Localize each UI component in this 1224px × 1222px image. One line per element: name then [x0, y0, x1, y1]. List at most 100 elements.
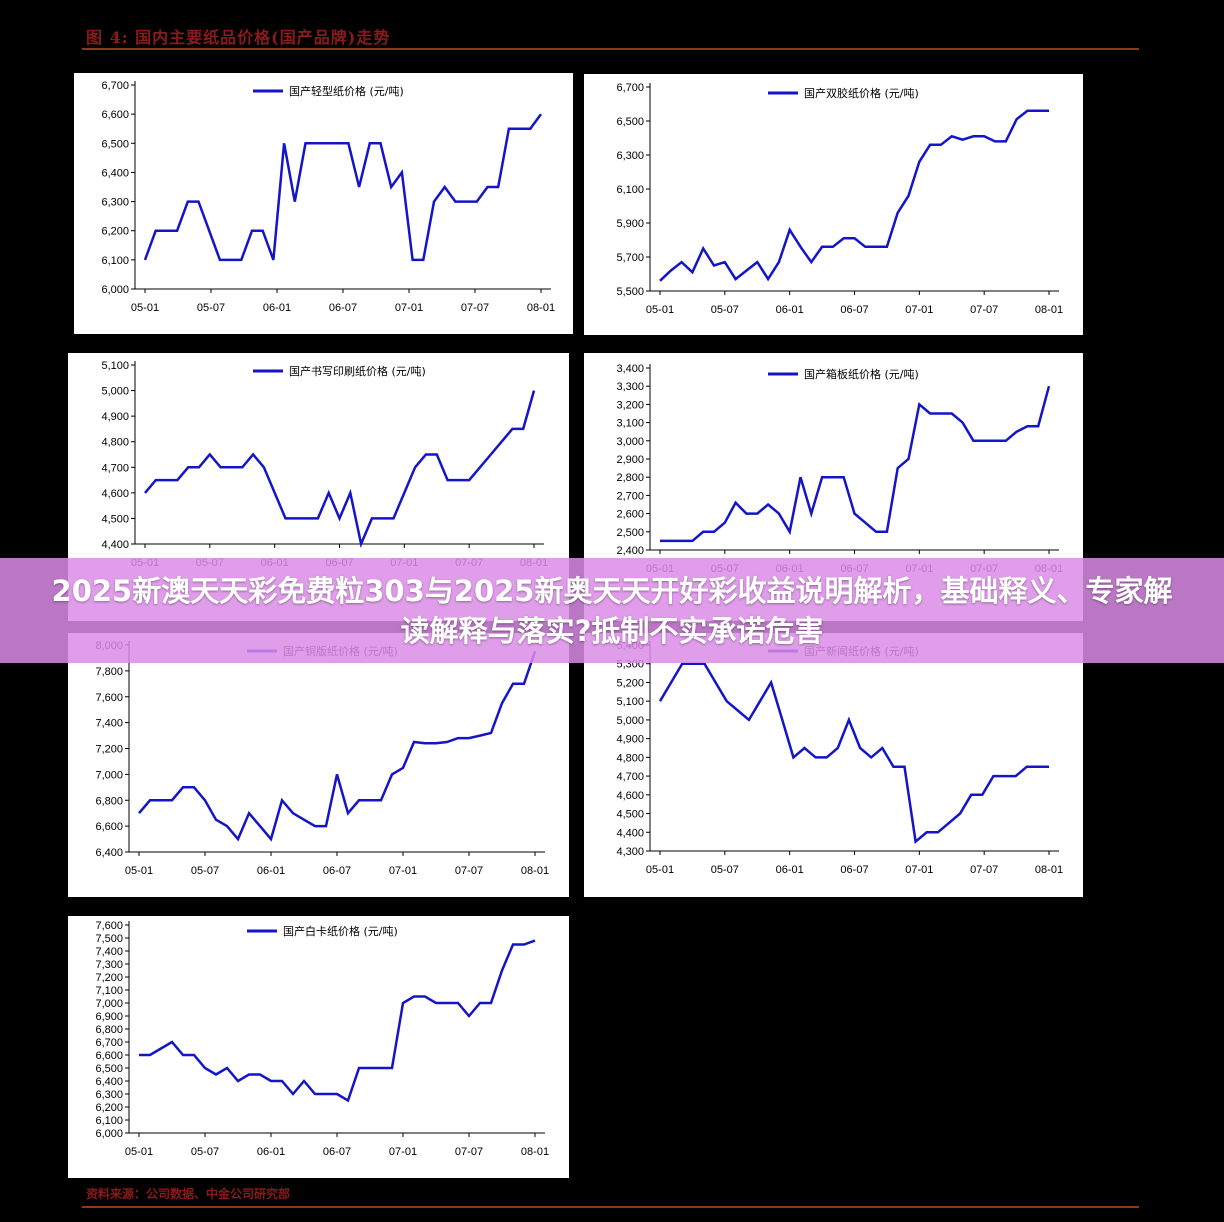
y-tick-label: 6,700 — [95, 1037, 123, 1049]
y-tick-label: 6,000 — [95, 1128, 123, 1140]
y-tick-label: 4,400 — [616, 827, 644, 839]
y-tick-label: 5,100 — [616, 696, 644, 708]
y-tick-label: 6,700 — [616, 82, 644, 94]
x-tick-label: 07-07 — [970, 864, 998, 876]
y-tick-label: 2,900 — [616, 454, 644, 466]
y-tick-label: 6,600 — [95, 821, 123, 833]
x-tick-label: 06-01 — [263, 302, 291, 314]
series-line — [139, 939, 536, 1103]
y-tick-label: 7,600 — [95, 920, 123, 932]
y-tick-label: 7,000 — [95, 769, 123, 781]
y-tick-label: 6,600 — [101, 109, 129, 121]
chart-panel-newsprint: 4,300 4,400 4,500 4,600 4,700 4,800 4,900 5,000… — [584, 633, 1083, 897]
y-tick-label: 4,700 — [101, 462, 129, 474]
source-note: 资料来源：公司数据、中金公司研究部 — [86, 1187, 291, 1201]
y-tick-label: 7,300 — [95, 959, 123, 971]
y-tick-label: 6,400 — [95, 1076, 123, 1088]
y-tick-label: 4,600 — [101, 488, 129, 500]
y-tick-label: 7,500 — [95, 933, 123, 945]
legend-label: 国产轻型纸价格 (元/吨) — [289, 84, 404, 98]
series-line — [138, 651, 537, 842]
legend-label: 国产书写印刷纸价格 (元/吨) — [289, 364, 426, 378]
y-tick-label: 2,500 — [616, 527, 644, 539]
chart-svg: 5,500 5,700 5,900 6,100 6,300 6,500 6,700 05-01… — [616, 82, 1063, 316]
x-tick-label: 05-07 — [191, 865, 219, 877]
x-tick-label: 05-01 — [125, 865, 153, 877]
y-tick-label: 7,600 — [95, 692, 123, 704]
y-tick-label: 6,700 — [101, 80, 129, 92]
y-tick-label: 7,400 — [95, 946, 123, 958]
y-tick-label: 7,200 — [95, 744, 123, 756]
series-line — [660, 385, 1051, 543]
x-tick-label: 08-01 — [1035, 864, 1063, 876]
legend-label: 国产白卡纸价格 (元/吨) — [283, 924, 398, 938]
y-tick-label: 6,300 — [95, 1089, 123, 1101]
x-tick-label: 05-01 — [646, 864, 674, 876]
legend-label: 国产双胶纸价格 (元/吨) — [804, 86, 919, 100]
series-line — [143, 113, 543, 262]
y-tick-label: 5,200 — [616, 677, 644, 689]
x-tick-label: 05-07 — [711, 304, 739, 316]
x-tick-label: 07-01 — [389, 865, 417, 877]
series-line — [144, 390, 536, 549]
y-tick-label: 4,900 — [616, 734, 644, 746]
y-tick-label: 5,700 — [616, 252, 644, 264]
y-tick-label: 7,400 — [95, 718, 123, 730]
x-tick-label: 08-01 — [521, 1146, 549, 1158]
chart-svg: 6,0006,1006,2006,3006,4006,5006,6006,700… — [101, 80, 555, 314]
y-tick-label: 6,800 — [95, 795, 123, 807]
y-tick-label: 6,300 — [616, 150, 644, 162]
y-tick-label: 4,700 — [616, 771, 644, 783]
y-tick-label: 6,100 — [95, 1115, 123, 1127]
x-tick-label: 05-07 — [711, 864, 739, 876]
x-tick-label: 06-01 — [776, 304, 804, 316]
x-tick-label: 06-01 — [257, 1146, 285, 1158]
x-tick-label: 07-07 — [455, 865, 483, 877]
y-tick-label: 7,800 — [95, 666, 123, 678]
x-tick-label: 05-01 — [646, 304, 674, 316]
chart-svg: 6,0006,1006,2006,3006,4006,5006,6006,700… — [95, 920, 549, 1158]
x-tick-label: 06-07 — [323, 865, 351, 877]
x-tick-label: 07-01 — [905, 304, 933, 316]
x-tick-label: 05-07 — [191, 1146, 219, 1158]
y-tick-label: 2,800 — [616, 472, 644, 484]
y-tick-label: 4,800 — [616, 752, 644, 764]
y-tick-label: 3,400 — [616, 363, 644, 375]
x-tick-label: 07-07 — [970, 304, 998, 316]
x-tick-label: 08-01 — [521, 865, 549, 877]
y-tick-label: 4,900 — [101, 411, 129, 423]
footer-rule — [82, 1206, 1139, 1208]
y-tick-label: 2,400 — [616, 545, 644, 557]
y-tick-label: 6,400 — [101, 167, 129, 179]
x-tick-label: 06-01 — [776, 864, 804, 876]
y-tick-label: 7,100 — [95, 985, 123, 997]
y-tick-label: 5,000 — [616, 715, 644, 727]
y-tick-label: 7,000 — [95, 998, 123, 1010]
y-tick-label: 6,200 — [95, 1102, 123, 1114]
x-tick-label: 05-07 — [197, 302, 225, 314]
x-tick-label: 05-01 — [125, 1146, 153, 1158]
y-tick-label: 3,000 — [616, 436, 644, 448]
y-tick-label: 5,000 — [101, 386, 129, 398]
y-tick-label: 6,400 — [95, 847, 123, 859]
y-tick-label: 4,600 — [616, 790, 644, 802]
y-tick-label: 2,700 — [616, 490, 644, 502]
y-tick-label: 5,500 — [616, 286, 644, 298]
y-tick-label: 6,600 — [95, 1050, 123, 1062]
y-tick-label: 6,900 — [95, 1011, 123, 1023]
chart-panel-white-card: 6,000 6,100 6,200 6,300 6,400 6,500 6,600 6,700… — [68, 916, 569, 1178]
x-tick-label: 06-07 — [329, 302, 357, 314]
y-tick-label: 3,300 — [616, 381, 644, 393]
y-tick-label: 4,500 — [616, 809, 644, 821]
x-tick-label: 06-07 — [323, 1146, 351, 1158]
y-tick-label: 6,000 — [101, 284, 129, 296]
x-tick-label: 08-01 — [1035, 304, 1063, 316]
y-tick-label: 4,500 — [101, 513, 129, 525]
y-tick-label: 5,100 — [101, 360, 129, 372]
x-tick-label: 08-01 — [527, 302, 555, 314]
x-tick-label: 06-07 — [840, 864, 868, 876]
y-tick-label: 6,100 — [101, 255, 129, 267]
y-tick-label: 4,800 — [101, 437, 129, 449]
x-tick-label: 07-01 — [389, 1146, 417, 1158]
y-tick-label: 6,500 — [616, 116, 644, 128]
